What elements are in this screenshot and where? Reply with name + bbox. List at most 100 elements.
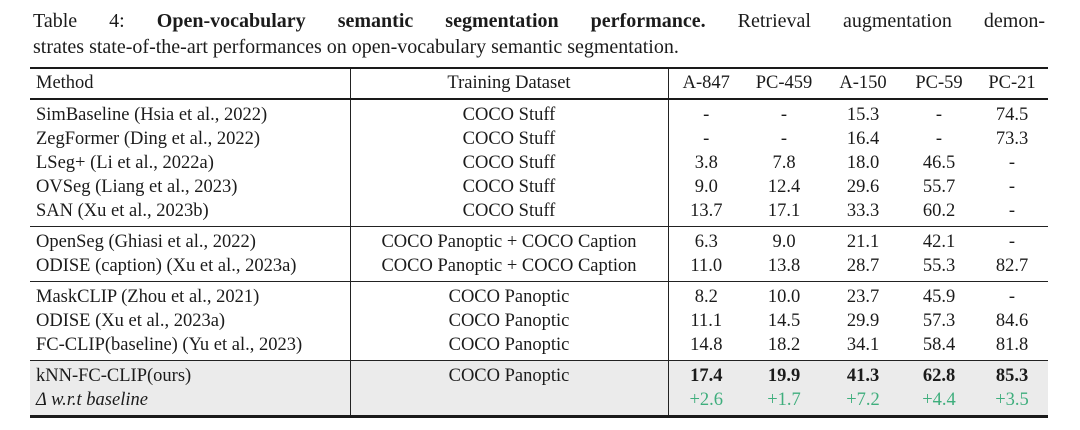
dataset-cell: COCO Panoptic + COCO Caption bbox=[349, 226, 669, 254]
value-cell-a-150: +7.2 bbox=[824, 388, 902, 417]
dataset-cell: COCO Stuff bbox=[349, 175, 669, 199]
value-cell-pc-59: 55.3 bbox=[922, 255, 956, 276]
value-cell-pc-459: 9.0 bbox=[744, 226, 824, 254]
caption-line-2: strates state-of-the-art performances on… bbox=[33, 36, 679, 58]
value-cell-pc-59: 55.7 bbox=[922, 176, 956, 197]
value-cell-a-150: 33.3 bbox=[846, 200, 880, 221]
value-cell-a-150: 29.6 bbox=[846, 176, 880, 197]
table-row: MaskCLIP (Zhou et al., 2021) COCO Panopti… bbox=[30, 281, 1048, 309]
table-row: SimBaseline (Hsia et al., 2022) COCO Stuf… bbox=[30, 99, 1048, 127]
table-row: OpenSeg (Ghiasi et al., 2022) COCO Panopt… bbox=[30, 226, 1048, 254]
col-header-a150: A-150 bbox=[824, 68, 902, 100]
value-cell-pc-59: 62.8 bbox=[902, 360, 976, 388]
value-cell-pc-459: 12.4 bbox=[767, 176, 801, 197]
value-cell-pc-459: - bbox=[780, 128, 788, 149]
dataset-cell: COCO Stuff bbox=[349, 151, 669, 175]
value-cell-a-150: 41.3 bbox=[824, 360, 902, 388]
value-cell-pc-59: 45.9 bbox=[902, 281, 976, 309]
method-cell: OVSeg (Liang et al., 2023) bbox=[36, 176, 238, 197]
value-cell-pc-59: 58.4 bbox=[922, 334, 956, 355]
value-cell-pc-59: +4.4 bbox=[902, 388, 976, 417]
dataset-cell: COCO Stuff bbox=[349, 99, 669, 127]
highlight-group: kNN-FC-CLIP(ours) COCO Panoptic 17.4 19.9 41… bbox=[30, 360, 1048, 417]
dataset-cell: COCO Panoptic bbox=[349, 281, 669, 309]
method-cell: kNN-FC-CLIP(ours) bbox=[30, 360, 350, 388]
dataset-cell: COCO Panoptic bbox=[349, 309, 669, 333]
value-cell-a-150: 18.0 bbox=[846, 152, 880, 173]
value-cell-a-847: 11.0 bbox=[690, 255, 723, 276]
value-cell-pc-459: 19.9 bbox=[744, 360, 824, 388]
value-cell-pc-21: - bbox=[1008, 200, 1016, 221]
value-cell-a-847: 8.2 bbox=[668, 281, 744, 309]
dataset-cell: COCO Panoptic bbox=[349, 360, 669, 388]
col-header-dataset: Training Dataset bbox=[349, 68, 669, 100]
table-row: kNN-FC-CLIP(ours) COCO Panoptic 17.4 19.9 41… bbox=[30, 360, 1048, 388]
value-cell-pc-59: 57.3 bbox=[922, 310, 956, 331]
method-cell: ZegFormer (Ding et al., 2022) bbox=[36, 128, 260, 149]
method-cell: SAN (Xu et al., 2023b) bbox=[36, 200, 209, 221]
value-cell-pc-59: - bbox=[935, 104, 943, 125]
col-header-pc59: PC-59 bbox=[902, 68, 976, 100]
value-cell-a-150: 34.1 bbox=[846, 334, 880, 355]
value-cell-a-847: 14.8 bbox=[690, 334, 723, 355]
table-row: SAN (Xu et al., 2023b) COCO Stuff 13.7 17.1… bbox=[30, 199, 1048, 227]
method-group-1: SimBaseline (Hsia et al., 2022) COCO Stuf… bbox=[30, 99, 1048, 227]
value-cell-a-150: 15.3 bbox=[846, 104, 880, 125]
dataset-cell: COCO Stuff bbox=[349, 199, 669, 227]
method-cell: Δ w.r.t baseline bbox=[30, 388, 350, 417]
value-cell-a-847: +2.6 bbox=[668, 388, 744, 417]
value-cell-pc-21: 82.7 bbox=[995, 255, 1029, 276]
value-cell-a-847: 9.0 bbox=[694, 176, 718, 197]
results-table: Method Training Dataset A-847 PC-459 A-1… bbox=[30, 67, 1048, 418]
caption-rest: Retrieval augmentation demon- bbox=[737, 10, 1045, 32]
value-cell-pc-459: +1.7 bbox=[744, 388, 824, 417]
table-caption: Table 4: Open-vocabulary semantic segmen… bbox=[33, 8, 1045, 60]
table-row: OVSeg (Liang et al., 2023) COCO Stuff 9.0 1… bbox=[30, 175, 1048, 199]
value-cell-pc-459: 18.2 bbox=[767, 334, 801, 355]
value-cell-pc-59: 42.1 bbox=[902, 226, 976, 254]
value-cell-pc-21: - bbox=[1008, 176, 1016, 197]
value-cell-pc-21: 74.5 bbox=[995, 104, 1029, 125]
value-cell-pc-21: 84.6 bbox=[995, 310, 1029, 331]
method-cell: ODISE (caption) (Xu et al., 2023a) bbox=[36, 255, 297, 276]
value-cell-a-847: - bbox=[703, 104, 710, 125]
value-cell-pc-459: 13.8 bbox=[767, 255, 801, 276]
value-cell-a-150: 16.4 bbox=[846, 128, 880, 149]
table-row: Δ w.r.t baseline +2.6 +1.7 +7.2 +4.4 +3.5 bbox=[30, 388, 1048, 417]
caption-label: Table 4: bbox=[33, 10, 125, 32]
table-row: ODISE (Xu et al., 2023a) COCO Panoptic 11.… bbox=[30, 309, 1048, 333]
value-cell-pc-459: - bbox=[780, 104, 788, 125]
col-header-pc459: PC-459 bbox=[744, 68, 824, 100]
dataset-cell bbox=[349, 388, 669, 417]
method-cell: ODISE (Xu et al., 2023a) bbox=[36, 310, 226, 331]
dataset-cell: COCO Panoptic + COCO Caption bbox=[349, 254, 669, 282]
col-header-a847: A-847 bbox=[668, 68, 744, 100]
table-row: ODISE (caption) (Xu et al., 2023a) COCO P… bbox=[30, 254, 1048, 282]
value-cell-pc-459: 10.0 bbox=[744, 281, 824, 309]
table-header: Method Training Dataset A-847 PC-459 A-1… bbox=[30, 68, 1048, 100]
value-cell-a-847: 11.1 bbox=[690, 310, 723, 331]
header-row: Method Training Dataset A-847 PC-459 A-1… bbox=[30, 68, 1048, 100]
table-row: FC-CLIP(baseline) (Yu et al., 2023) COCO … bbox=[30, 333, 1048, 361]
col-header-pc21: PC-21 bbox=[976, 68, 1048, 100]
value-cell-pc-21: 81.8 bbox=[995, 334, 1029, 355]
value-cell-pc-21: 73.3 bbox=[995, 128, 1029, 149]
value-cell-a-847: 6.3 bbox=[668, 226, 744, 254]
caption-line-1: Table 4: Open-vocabulary semantic segmen… bbox=[33, 8, 1045, 34]
value-cell-pc-59: 60.2 bbox=[922, 200, 956, 221]
method-cell: LSeg+ (Li et al., 2022a) bbox=[36, 152, 214, 173]
value-cell-pc-21: - bbox=[976, 281, 1048, 309]
value-cell-pc-21: - bbox=[1008, 152, 1016, 173]
value-cell-pc-459: 7.8 bbox=[772, 152, 796, 173]
value-cell-pc-21: +3.5 bbox=[976, 388, 1048, 417]
value-cell-a-847: 3.8 bbox=[694, 152, 718, 173]
method-cell: OpenSeg (Ghiasi et al., 2022) bbox=[30, 226, 350, 254]
method-group-2: OpenSeg (Ghiasi et al., 2022) COCO Panopt… bbox=[30, 226, 1048, 282]
value-cell-pc-59: 46.5 bbox=[922, 152, 956, 173]
value-cell-a-150: 29.9 bbox=[846, 310, 880, 331]
value-cell-pc-459: 17.1 bbox=[767, 200, 801, 221]
value-cell-a-150: 21.1 bbox=[824, 226, 902, 254]
value-cell-a-847: - bbox=[703, 128, 710, 149]
method-cell: MaskCLIP (Zhou et al., 2021) bbox=[30, 281, 350, 309]
